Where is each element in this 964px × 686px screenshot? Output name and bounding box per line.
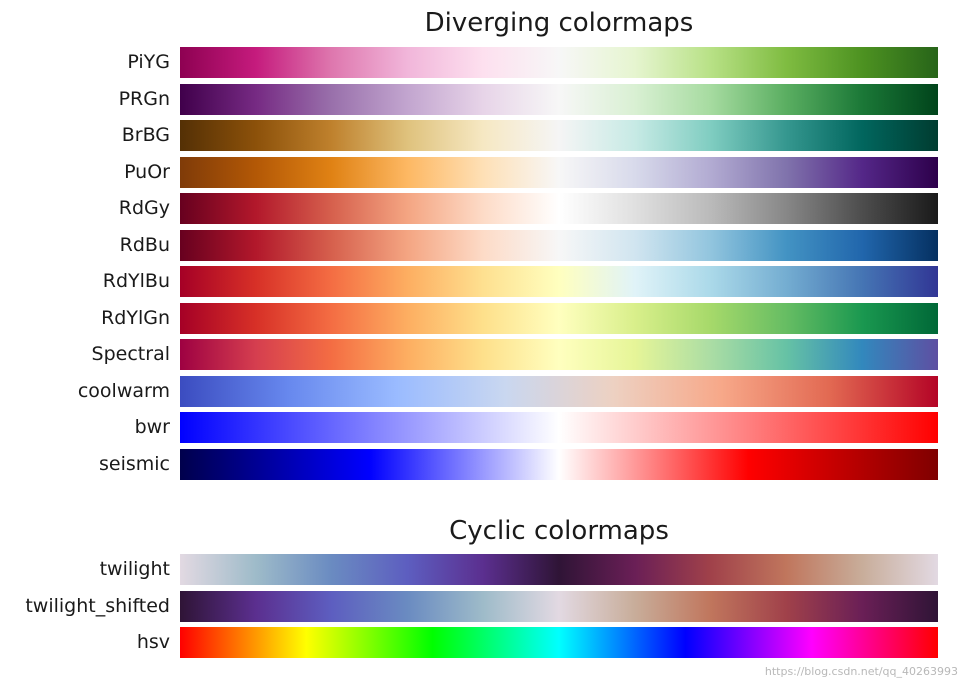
colormap-bar-hsv bbox=[180, 627, 938, 658]
colormap-label-twilight_shifted: twilight_shifted bbox=[25, 594, 170, 617]
colormap-bar-coolwarm bbox=[180, 375, 938, 407]
colormap-label-coolwarm: coolwarm bbox=[77, 379, 170, 402]
diverging-title: Diverging colormaps bbox=[424, 8, 694, 38]
colormap-label-PiYG: PiYG bbox=[127, 51, 170, 73]
colormap-label-RdYlGn: RdYlGn bbox=[101, 306, 170, 329]
colormap-label-PRGn: PRGn bbox=[118, 87, 170, 110]
watermark: https://blog.csdn.net/qq_40263993 bbox=[764, 665, 958, 678]
colormap-label-twilight: twilight bbox=[99, 558, 170, 580]
colormap-label-RdBu: RdBu bbox=[119, 233, 170, 256]
colormap-bar-RdGy bbox=[180, 193, 938, 224]
colormap-label-hsv: hsv bbox=[136, 631, 170, 653]
colormap-label-RdYlBu: RdYlBu bbox=[102, 270, 170, 292]
colormap-bar-PiYG bbox=[180, 47, 938, 78]
colormap-bar-PRGn bbox=[180, 83, 938, 115]
colormap-bar-BrBG bbox=[180, 120, 938, 151]
colormap-label-RdGy: RdGy bbox=[118, 197, 170, 219]
cyclic-title: Cyclic colormaps bbox=[449, 516, 669, 546]
colormap-bar-RdYlGn bbox=[180, 302, 938, 334]
colormap-bar-PuOr bbox=[180, 156, 938, 188]
colormap-label-bwr: bwr bbox=[134, 416, 170, 438]
colormap-label-seismic: seismic bbox=[99, 452, 170, 475]
colormap-bar-RdYlBu bbox=[180, 266, 938, 297]
colormap-bar-bwr bbox=[180, 412, 938, 443]
colormap-bar-twilight bbox=[180, 554, 938, 585]
colormap-label-Spectral: Spectral bbox=[91, 343, 170, 365]
colormap-label-PuOr: PuOr bbox=[124, 160, 170, 183]
colormap-bar-seismic bbox=[180, 448, 938, 480]
colormap-label-BrBG: BrBG bbox=[121, 124, 170, 146]
colormap-bar-RdBu bbox=[180, 229, 938, 261]
colormap-bar-Spectral bbox=[180, 339, 938, 370]
colormap-bar-twilight_shifted bbox=[180, 590, 938, 622]
